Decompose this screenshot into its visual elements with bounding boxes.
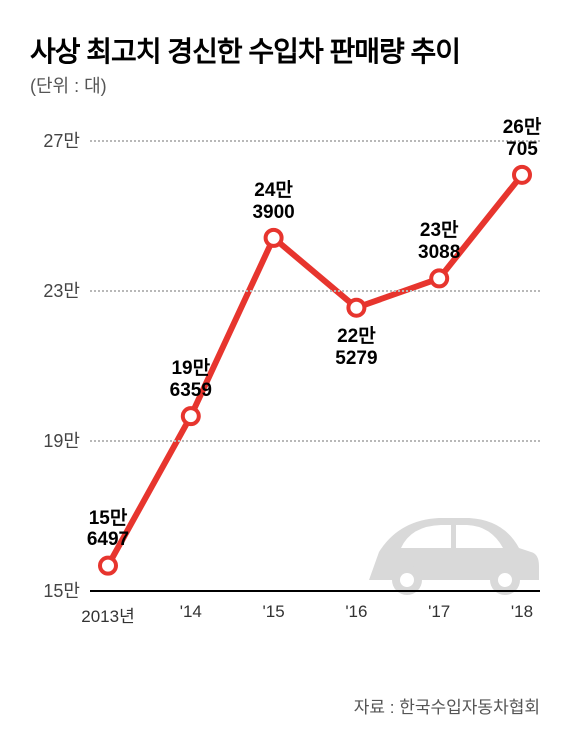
chart-unit: (단위 : 대) <box>30 72 107 98</box>
gridline <box>90 440 540 442</box>
y-tick-label: 19만 <box>30 427 80 453</box>
x-tick-label: '18 <box>511 602 533 622</box>
x-tick-label: '17 <box>428 602 450 622</box>
gridline <box>90 290 540 292</box>
x-tick-label: '16 <box>345 602 367 622</box>
data-marker <box>348 300 364 316</box>
data-label: 22만 5279 <box>335 326 377 370</box>
data-marker <box>431 270 447 286</box>
data-marker <box>266 230 282 246</box>
data-label: 23만 3088 <box>418 220 460 264</box>
data-label: 15만 6497 <box>87 508 129 552</box>
chart-source: 자료 : 한국수입자동차협회 <box>354 693 540 718</box>
car-icon <box>369 518 539 595</box>
x-tick-label: '15 <box>263 602 285 622</box>
data-label: 19만 6359 <box>170 358 212 402</box>
chart-title: 사상 최고치 경신한 수입차 판매량 추이 <box>30 30 460 70</box>
y-tick-label: 27만 <box>30 127 80 153</box>
data-label: 26만 705 <box>503 117 542 161</box>
data-marker <box>514 167 530 183</box>
data-label: 24만 3900 <box>252 180 294 224</box>
y-tick-label: 15만 <box>30 577 80 603</box>
chart-area: 15만 19만 23만 27만 2013년 '14 '15 '16 '17 '18 15만 6497… <box>30 120 540 650</box>
x-axis <box>90 590 540 592</box>
x-tick-label: '14 <box>180 602 202 622</box>
data-marker <box>100 558 116 574</box>
data-marker <box>183 408 199 424</box>
x-tick-label: 2013년 <box>81 602 134 627</box>
gridline <box>90 140 540 142</box>
y-tick-label: 23만 <box>30 277 80 303</box>
